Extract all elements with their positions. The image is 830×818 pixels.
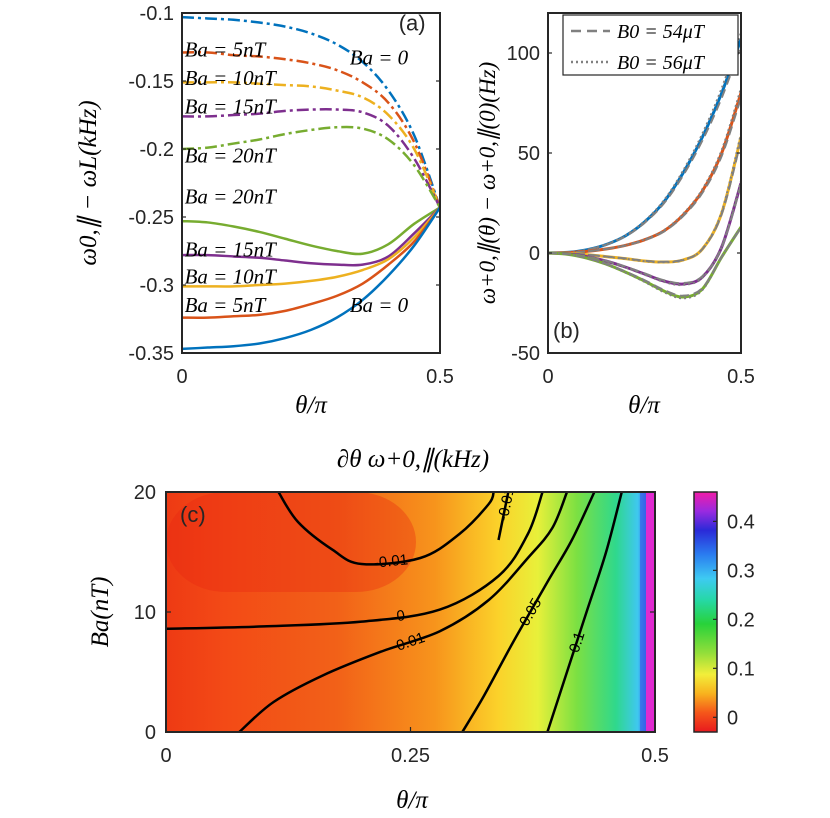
colorbar-tick: 0	[727, 707, 738, 729]
contour-label-2: 0	[395, 607, 406, 625]
panel-b-label: (b)	[553, 318, 580, 343]
panel-b-legend: B0 = 54μT B0 = 56μT	[562, 14, 739, 76]
panel-a-annotation-2: Ba = 15nT	[185, 95, 277, 119]
panel-c-ytick: 0	[145, 722, 156, 744]
panel-a-annotation-6: Ba = 10nT	[185, 265, 277, 289]
colorbar	[693, 491, 718, 733]
panel-b-xtick: 0	[542, 366, 553, 388]
panel-a-series-9	[182, 206, 440, 351]
panel-a-ytick: -0.25	[128, 207, 174, 229]
contour-label-1: -0.01	[495, 486, 518, 523]
figure-title: ∂θ ω+0,∥(kHz)	[337, 446, 489, 473]
panel-c-ylabel: Ba(nT)	[87, 577, 114, 648]
colorbar-tick: 0.1	[727, 658, 755, 680]
panel-a-ylabel: ω0,∥ − ωL(kHz)	[75, 100, 102, 265]
contour-line-0	[277, 492, 495, 566]
panel-a-annotation-10: (a)	[399, 11, 426, 36]
colorbar-tick: 0.2	[727, 609, 755, 631]
colorbar-tick: 0.3	[727, 560, 755, 582]
panel-a-annotation-7: Ba = 5nT	[185, 293, 267, 317]
panel-b-series-dashed-1	[548, 97, 741, 254]
panel-b-series-dotted-4	[548, 225, 741, 300]
panel-a-annotation-0: Ba = 5nT	[185, 38, 267, 62]
panel-a-ytick: -0.1	[140, 3, 174, 25]
panel-a-series-5	[182, 206, 440, 256]
panel-a-series-1	[182, 50, 440, 208]
colorbar-tick: 0.4	[727, 511, 755, 533]
contour-line-1	[497, 492, 510, 541]
panel-c-xtick: 0	[160, 745, 171, 767]
panel-b-xlabel: θ/π	[628, 392, 661, 419]
panel-b-series-dotted-1	[548, 87, 741, 254]
panel-a-xtick: 0.5	[426, 366, 454, 388]
panel-a-xlabel: θ/π	[295, 392, 328, 419]
panel-c-ytick: 20	[134, 482, 156, 504]
panel-b-ytick: -50	[511, 343, 540, 365]
panel-a-ytick: -0.3	[140, 275, 174, 297]
panel-c-xlabel: θ/π	[396, 787, 429, 814]
panel-a-annotation-8: Ba = 0	[350, 46, 409, 70]
panel-b-xtick: 0.5	[727, 366, 755, 388]
panel-b-ylabel: ω+0,∥(θ) − ω+0,∥(0)(Hz)	[475, 62, 500, 304]
panel-b-series-dotted-2	[548, 133, 741, 264]
contour-line-2	[166, 492, 544, 631]
panel-c-xtick: 0.5	[641, 745, 669, 767]
panel-b-ytick: 0	[529, 243, 540, 265]
panel-c-label: (c)	[180, 502, 206, 527]
panel-a-ytick: -0.35	[128, 343, 174, 365]
heatmap-field	[166, 492, 655, 732]
panel-a-series-8	[182, 206, 440, 319]
panel-a-xtick: 0	[176, 366, 187, 388]
contour-line-5	[546, 492, 623, 732]
panel-b-ytick: 100	[507, 43, 540, 65]
panel-c-xtick: 0.25	[391, 745, 430, 767]
panel-a-annotation-1: Ba = 10nT	[185, 66, 277, 90]
panel-a-ytick: -0.2	[140, 139, 174, 161]
panel-c-ytick: 10	[134, 602, 156, 624]
panel-b-ytick: 50	[518, 143, 540, 165]
panel-a-annotation-5: Ba = 15nT	[185, 237, 277, 261]
legend-b0-54: B0 = 54μT	[617, 21, 706, 43]
panel-a-series-6	[182, 206, 440, 267]
panel-a-annotation-3: Ba = 20nT	[185, 144, 277, 168]
panel-a-annotation-4: Ba = 20nT	[185, 184, 277, 208]
contour-label-0: -0.01	[373, 551, 409, 571]
contour-label-5: 0.1	[566, 630, 589, 655]
panel-a-series-7	[182, 206, 440, 288]
panel-a-annotation-9: Ba = 0	[350, 293, 409, 317]
legend-b0-56: B0 = 56μT	[617, 52, 706, 74]
contour-line-4	[461, 492, 596, 732]
panel-a-ytick: -0.15	[128, 71, 174, 93]
panel-a-series-0	[182, 15, 440, 208]
contour-line-3	[238, 492, 569, 732]
panel-a: Ba = 5nT Ba = 10nT Ba = 15nT Ba = 20nT Ba = …	[75, 3, 454, 419]
